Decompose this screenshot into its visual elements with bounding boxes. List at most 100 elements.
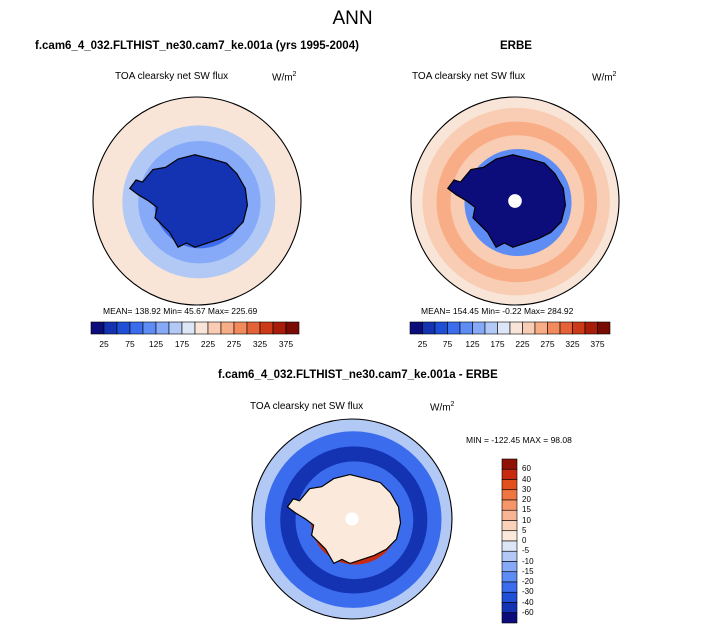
obs-polar-map [410, 96, 620, 306]
map-border [410, 96, 620, 306]
colorbar-swatch [501, 499, 518, 511]
colorbar-swatch [155, 321, 170, 335]
colorbar-tick-label: 325 [252, 339, 268, 349]
colorbar-swatch [501, 520, 518, 532]
model-units-label: W/m2 [272, 71, 297, 84]
obs-panel-title: ERBE [500, 40, 532, 52]
model-colorbar-labels: 25 75 125 175 225 275 325 375 [91, 339, 299, 351]
colorbar-swatch [497, 321, 511, 335]
colorbar-tick-label: 5 [522, 525, 527, 535]
colorbar-tick-label: 10 [522, 515, 531, 525]
colorbar-swatch [447, 321, 461, 335]
diff-colorbar [501, 458, 518, 624]
pole-hole [345, 512, 359, 526]
figure-title: ANN [332, 8, 373, 29]
antarctica-coastline [286, 473, 402, 565]
colorbar-swatch [584, 321, 598, 335]
colorbar-swatch [422, 321, 436, 335]
colorbar-tick-label: 175 [490, 339, 505, 349]
colorbar-tick-label: 25 [99, 339, 109, 349]
colorbar-swatch [142, 321, 157, 335]
diff-panel-title: f.cam6_4_032.FLTHIST_ne30.cam7_ke.001a -… [218, 369, 498, 381]
colorbar-tick-label: -15 [522, 566, 534, 576]
colorbar-swatch [501, 581, 518, 593]
colorbar-swatch [181, 321, 196, 335]
colorbar-swatch [129, 321, 144, 335]
colorbar-swatch [472, 321, 486, 335]
antarctica-coastline [446, 154, 567, 248]
colorbar-swatch [259, 321, 274, 335]
colorbar-swatch [559, 321, 573, 335]
model-colorbar [90, 321, 300, 335]
colorbar-swatch [501, 489, 518, 501]
colorbar-swatch [597, 321, 611, 335]
colorbar-swatch [220, 321, 235, 335]
colorbar-swatch [484, 321, 498, 335]
colorbar-swatch [501, 602, 518, 614]
colorbar-tick-label: 60 [522, 464, 531, 474]
colorbar-swatch [501, 540, 518, 552]
colorbar-swatch [501, 550, 518, 562]
diff-polar-map [251, 418, 453, 620]
colorbar-tick-label: 325 [565, 339, 580, 349]
colorbar-swatch [90, 321, 105, 335]
colorbar-swatch [501, 530, 518, 542]
colorbar-tick-label: 20 [522, 495, 531, 504]
colorbar-tick-label: 30 [522, 484, 531, 494]
colorbar-tick-label: 225 [200, 339, 216, 349]
map-border [92, 96, 302, 306]
colorbar-tick-label: -40 [522, 597, 534, 607]
colorbar-tick-label: -60 [522, 607, 534, 617]
map-field [252, 419, 452, 619]
colorbar-swatch [501, 571, 518, 583]
colorbar-swatch [501, 509, 518, 521]
diff-variable-label: TOA clearsky net SW flux [250, 401, 364, 412]
colorbar-swatch [522, 321, 536, 335]
colorbar-tick-label: 25 [417, 339, 428, 349]
colorbar-swatch [501, 561, 518, 573]
colorbar-tick-label: 75 [125, 339, 135, 349]
diff-stats: MIN = -122.45 MAX = 98.08 [466, 435, 572, 445]
colorbar-swatch [246, 321, 261, 335]
antarctica-coastline [128, 154, 249, 248]
diff-colorbar-labels: 60 40 30 20 15 10 5 0 -5 -10 -15 -20 -30 -40 -60 [522, 459, 552, 623]
colorbar-swatch [501, 468, 518, 480]
colorbar-tick-label: 125 [148, 339, 164, 349]
colorbar-tick-label: 175 [174, 339, 190, 349]
colorbar-tick-label: -5 [522, 546, 530, 556]
colorbar-tick-label: 225 [515, 339, 530, 349]
colorbar-swatch [116, 321, 131, 335]
obs-variable-label: TOA clearsky net SW flux [412, 71, 526, 82]
model-variable-label: TOA clearsky net SW flux [115, 71, 229, 82]
colorbar-swatch [207, 321, 222, 335]
colorbar-tick-label: 75 [442, 339, 453, 349]
map-border [251, 418, 453, 620]
diff-units-label: W/m2 [430, 401, 455, 414]
colorbar-swatch [501, 479, 518, 491]
colorbar-swatch [572, 321, 586, 335]
colorbar-swatch [501, 612, 518, 624]
model-polar-map [92, 96, 302, 306]
obs-stats: MEAN= 154.45 Min= -0.22 Max= 284.92 [421, 306, 574, 316]
map-field [93, 97, 301, 305]
colorbar-tick-label: 275 [540, 339, 555, 349]
colorbar-tick-label: -30 [522, 587, 534, 597]
colorbar-swatch [272, 321, 287, 335]
colorbar-tick-label: 15 [522, 505, 531, 515]
colorbar-tick-label: -10 [522, 556, 534, 566]
colorbar-tick-label: 125 [465, 339, 480, 349]
colorbar-swatch [547, 321, 561, 335]
colorbar-swatch [434, 321, 448, 335]
colorbar-swatch [168, 321, 183, 335]
colorbar-swatch [534, 321, 548, 335]
colorbar-swatch [509, 321, 523, 335]
colorbar-tick-label: 40 [522, 474, 531, 484]
colorbar-tick-label: -20 [522, 577, 534, 586]
colorbar-swatch [285, 321, 300, 335]
colorbar-swatch [194, 321, 209, 335]
pole-hole [508, 194, 522, 208]
colorbar-swatch [459, 321, 473, 335]
model-stats: MEAN= 138.92 Min= 45.67 Max= 225.69 [103, 306, 258, 316]
colorbar-swatch [409, 321, 423, 335]
colorbar-swatch [103, 321, 118, 335]
